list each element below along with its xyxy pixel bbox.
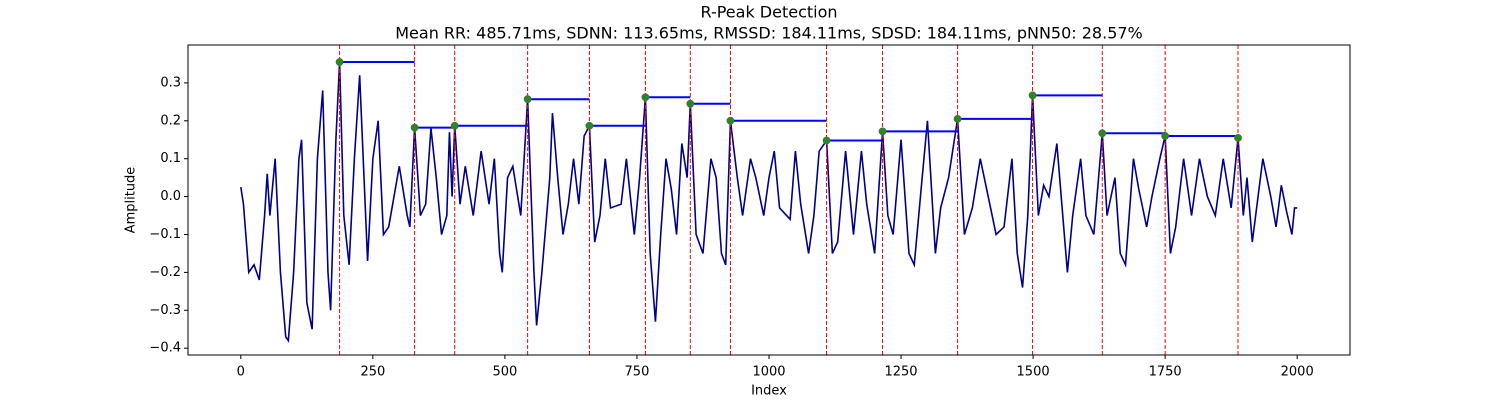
x-tick-label: 1500 xyxy=(1017,365,1050,380)
y-tick-label: −0.4 xyxy=(149,341,181,356)
y-tick-label: 0.2 xyxy=(160,113,181,128)
x-axis-label: Index xyxy=(751,384,787,399)
r-peak xyxy=(878,127,887,136)
r-peak xyxy=(822,136,831,145)
r-peak xyxy=(953,114,962,123)
r-peak xyxy=(523,95,532,104)
r-peak xyxy=(335,58,344,66)
x-tick-label: 0 xyxy=(237,365,245,380)
r-peak xyxy=(641,93,650,102)
x-tick-label: 250 xyxy=(360,365,385,380)
x-tick-label: 1000 xyxy=(752,365,785,380)
x-tick-label: 500 xyxy=(492,365,517,380)
x-tick-label: 2000 xyxy=(1281,365,1314,380)
r-peak xyxy=(450,121,459,130)
y-tick-label: −0.2 xyxy=(149,265,181,280)
r-peak xyxy=(1098,129,1107,138)
y-tick-label: −0.1 xyxy=(149,227,181,242)
r-peak xyxy=(585,121,594,130)
x-tick-label: 1750 xyxy=(1149,365,1182,380)
y-tick-label: 0.3 xyxy=(160,75,181,90)
y-axis-label: Amplitude xyxy=(124,167,139,234)
x-tick-label: 1250 xyxy=(884,365,917,380)
chart-title: R-Peak Detection xyxy=(700,3,837,22)
r-peak xyxy=(1234,133,1242,142)
y-tick-label: 0.0 xyxy=(160,189,181,204)
r-peak xyxy=(726,116,735,125)
signal-line xyxy=(240,62,1298,343)
chart-subtitle: Mean RR: 485.71ms, SDNN: 113.65ms, RMSSD… xyxy=(395,24,1143,43)
y-tick-label: −0.3 xyxy=(149,303,181,318)
r-peak xyxy=(1028,91,1037,100)
y-tick-label: 0.1 xyxy=(160,151,181,166)
r-peak xyxy=(1161,132,1170,140)
r-peak xyxy=(686,99,695,108)
plot-frame xyxy=(187,44,1351,356)
x-tick-label: 750 xyxy=(625,365,650,380)
r-peak xyxy=(410,123,419,132)
